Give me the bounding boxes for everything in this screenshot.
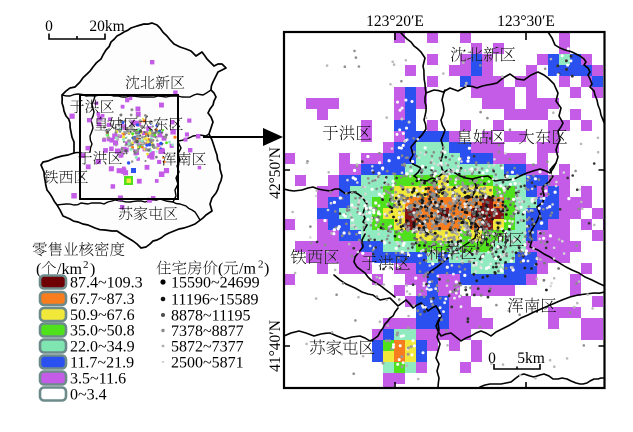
svg-text:(: ( xyxy=(36,261,41,278)
svg-text:0: 0 xyxy=(45,18,53,35)
svg-text:42°50′N: 42°50′N xyxy=(267,147,284,199)
svg-text:11196~15589: 11196~15589 xyxy=(171,292,258,309)
svg-text:0~3.4: 0~3.4 xyxy=(70,387,107,404)
svg-text:35.0~50.8: 35.0~50.8 xyxy=(70,323,135,340)
svg-text:87.4~109.3: 87.4~109.3 xyxy=(70,275,143,292)
svg-text:/km: /km xyxy=(57,261,82,278)
svg-text:): ) xyxy=(264,261,269,278)
svg-text:5km: 5km xyxy=(517,350,545,367)
svg-text:2: 2 xyxy=(258,259,264,271)
svg-text:20km: 20km xyxy=(89,18,124,35)
svg-text:123°30′E: 123°30′E xyxy=(497,13,555,30)
svg-text:(: ( xyxy=(218,261,223,278)
svg-text:2500~5871: 2500~5871 xyxy=(171,355,244,372)
svg-text:50.9~67.6: 50.9~67.6 xyxy=(70,307,135,324)
svg-text:3.5~11.6: 3.5~11.6 xyxy=(70,371,126,388)
svg-text:): ) xyxy=(90,261,95,278)
svg-text:41°40′N: 41°40′N xyxy=(267,320,284,372)
svg-text:2: 2 xyxy=(83,259,89,271)
svg-text:/m: /m xyxy=(239,261,256,278)
svg-text:7378~8877: 7378~8877 xyxy=(171,323,244,340)
svg-text:123°20′E: 123°20′E xyxy=(366,13,424,30)
svg-text:67.7~87.3: 67.7~87.3 xyxy=(70,291,135,308)
svg-text:15590~24699: 15590~24699 xyxy=(171,275,260,292)
svg-text:8878~11195: 8878~11195 xyxy=(171,308,250,325)
svg-text:5872~7377: 5872~7377 xyxy=(171,339,244,356)
svg-text:11.7~21.9: 11.7~21.9 xyxy=(70,355,134,372)
svg-text:22.0~34.9: 22.0~34.9 xyxy=(70,339,135,356)
svg-text:0: 0 xyxy=(488,350,496,367)
